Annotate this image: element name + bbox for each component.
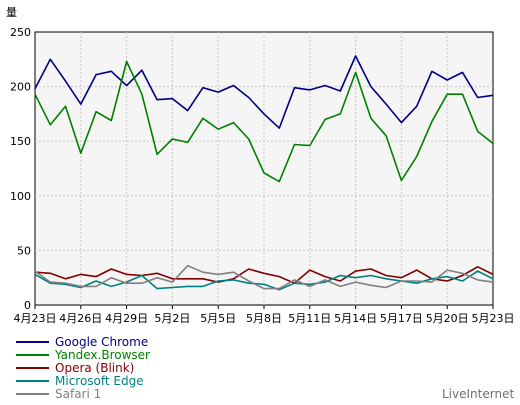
grid [35, 32, 493, 305]
series-line-5 [34, 264, 494, 290]
x-tick-label: 5月17日 [380, 312, 423, 325]
y-tick-label: 200 [10, 81, 31, 94]
legend-label: Google Chrome [55, 335, 148, 349]
x-tick-label: 4月26日 [59, 312, 102, 325]
legend-label: Opera (Blink) [55, 361, 134, 375]
x-tick-label: 4月29日 [105, 312, 148, 325]
series-line-3 [34, 265, 494, 285]
series-line-1 [34, 55, 494, 129]
series-line-2 [34, 60, 494, 183]
x-tick-label: 5月23日 [472, 312, 515, 325]
x-tick-label: 5月8日 [246, 312, 282, 325]
series-line-4 [34, 270, 494, 291]
y-tick-label: 100 [10, 190, 31, 203]
x-tick-label: 5月11日 [288, 312, 331, 325]
x-tick-label: 5月2日 [154, 312, 190, 325]
y-tick-label: 150 [10, 135, 31, 148]
axes: 0 50 100 150 200 250 4月23日 4月26日 4月29日 5月2日 5月5日 5月… [10, 26, 515, 325]
legend-label: Yandex.Browser [54, 348, 150, 362]
series-lines [34, 55, 494, 291]
legend-label: Microsoft Edge [55, 374, 144, 388]
y-tick-label: 250 [10, 26, 31, 39]
x-tick-label: 5月5日 [200, 312, 236, 325]
legend-label: Safari 1 [55, 387, 101, 401]
x-tick-label: 4月23日 [14, 312, 57, 325]
x-tick-label: 5月20日 [426, 312, 469, 325]
y-tick-label: 50 [17, 244, 31, 257]
y-axis-unit-label: 量 [6, 6, 17, 19]
x-tick-label: 5月14日 [334, 312, 377, 325]
watermark-text: LiveInternet [442, 387, 514, 401]
y-tick-label: 0 [24, 299, 31, 312]
